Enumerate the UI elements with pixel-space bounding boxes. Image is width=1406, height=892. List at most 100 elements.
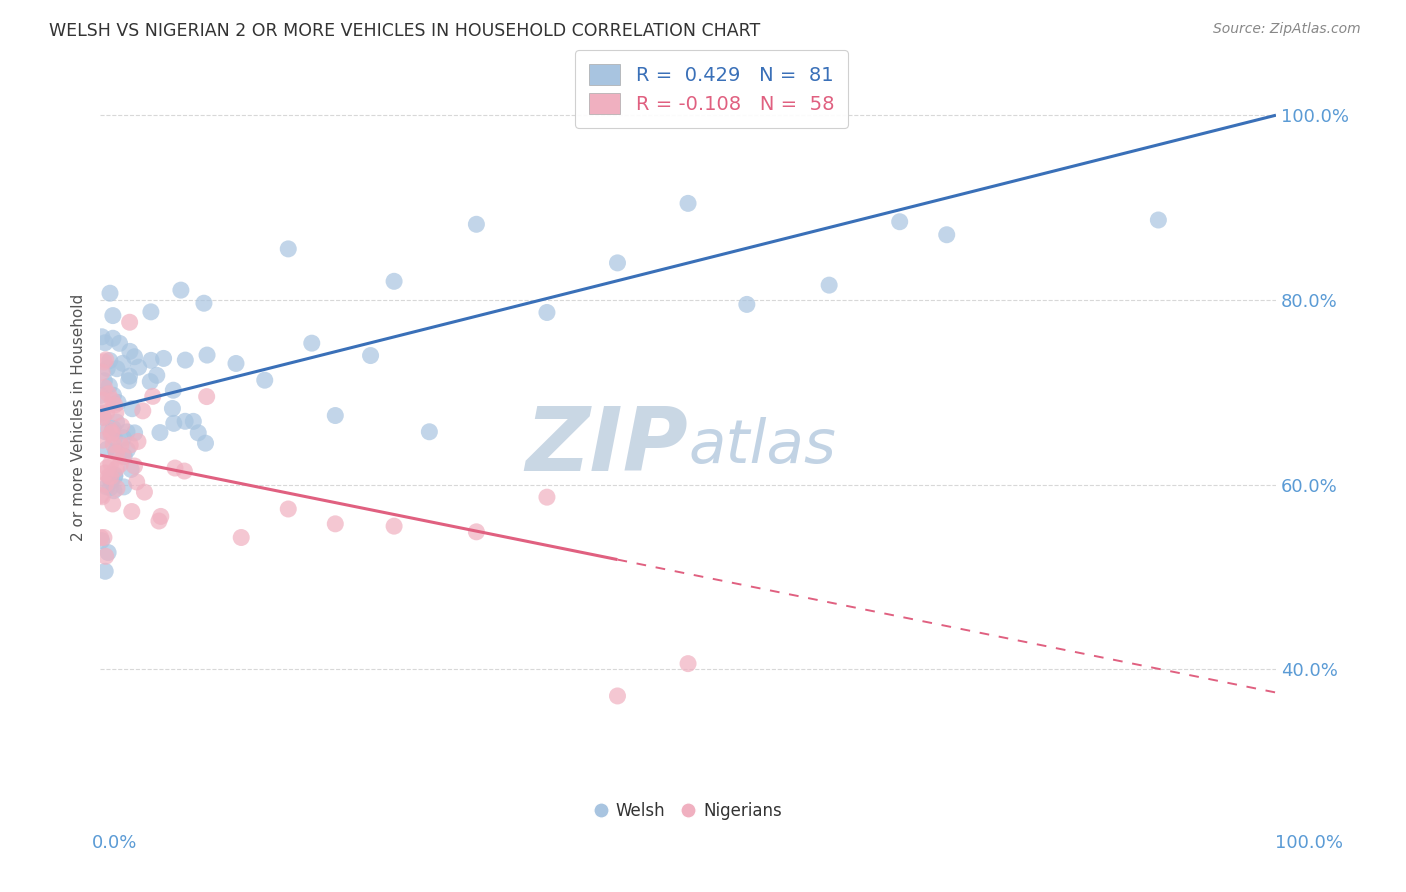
Point: [103, 483, 125, 498]
Point: [100, 474, 122, 488]
Point: [91, 433, 114, 447]
Point: [120, 462, 142, 476]
Point: [128, 360, 150, 375]
Text: 0.0%: 0.0%: [91, 834, 136, 852]
Point: [170, 283, 193, 297]
Point: [91, 410, 114, 425]
Point: [98, 353, 121, 368]
Text: ZIP: ZIP: [526, 403, 688, 491]
Point: [132, 404, 155, 418]
Point: [110, 419, 132, 434]
Point: [91, 393, 114, 408]
Point: [93, 381, 115, 395]
Point: [93, 355, 115, 369]
Point: [90, 488, 112, 502]
Point: [90, 330, 112, 344]
Point: [94, 425, 117, 439]
Point: [149, 425, 172, 440]
Point: [108, 457, 131, 471]
Point: [1147, 213, 1170, 227]
Point: [90, 406, 112, 420]
Point: [91, 365, 114, 379]
Legend: Welsh, Nigerians: Welsh, Nigerians: [588, 795, 789, 826]
Point: [110, 438, 132, 452]
Point: [97, 545, 120, 559]
Point: [173, 464, 195, 478]
Point: [105, 481, 128, 495]
Point: [195, 348, 218, 362]
Point: [162, 383, 184, 397]
Point: [121, 504, 143, 518]
Point: [174, 353, 197, 368]
Point: [142, 389, 165, 403]
Point: [382, 519, 405, 533]
Point: [94, 466, 117, 480]
Point: [90, 408, 112, 422]
Point: [98, 472, 121, 486]
Point: [323, 516, 346, 531]
Point: [118, 344, 141, 359]
Point: [112, 431, 135, 445]
Point: [98, 481, 121, 495]
Point: [193, 296, 215, 310]
Point: [101, 331, 124, 345]
Point: [93, 374, 115, 388]
Point: [104, 469, 127, 483]
Point: [112, 480, 135, 494]
Point: [93, 531, 115, 545]
Point: [104, 467, 127, 482]
Point: [104, 406, 127, 420]
Point: [277, 242, 299, 256]
Point: [148, 514, 170, 528]
Point: [98, 422, 121, 436]
Point: [112, 450, 135, 464]
Point: [103, 431, 125, 445]
Point: [465, 217, 488, 231]
Point: [676, 196, 699, 211]
Point: [111, 450, 134, 464]
Point: [818, 278, 841, 293]
Point: [121, 401, 143, 416]
Point: [94, 335, 117, 350]
Point: [418, 425, 440, 439]
Point: [174, 414, 197, 428]
Point: [231, 531, 253, 545]
Point: [103, 388, 125, 402]
Point: [360, 349, 382, 363]
Point: [96, 442, 118, 457]
Point: [120, 438, 142, 452]
Point: [889, 215, 911, 229]
Point: [101, 421, 124, 435]
Point: [301, 336, 323, 351]
Point: [163, 417, 186, 431]
Point: [94, 549, 117, 564]
Point: [118, 369, 141, 384]
Point: [146, 368, 169, 383]
Text: Source: ZipAtlas.com: Source: ZipAtlas.com: [1213, 22, 1361, 37]
Point: [125, 475, 148, 489]
Point: [162, 401, 184, 416]
Point: [124, 458, 146, 473]
Point: [94, 352, 117, 367]
Point: [606, 689, 628, 703]
Point: [149, 509, 172, 524]
Point: [100, 470, 122, 484]
Point: [104, 444, 127, 458]
Point: [139, 353, 162, 368]
Point: [118, 374, 141, 388]
Point: [96, 460, 118, 475]
Point: [98, 378, 121, 392]
Point: [181, 414, 204, 428]
Point: [105, 361, 128, 376]
Point: [101, 309, 124, 323]
Point: [277, 502, 299, 516]
Point: [90, 388, 112, 402]
Point: [100, 427, 122, 442]
Point: [108, 336, 131, 351]
Point: [91, 410, 114, 425]
Text: atlas: atlas: [688, 417, 837, 476]
Point: [225, 356, 247, 370]
Point: [124, 425, 146, 440]
Point: [124, 350, 146, 364]
Point: [97, 386, 120, 401]
